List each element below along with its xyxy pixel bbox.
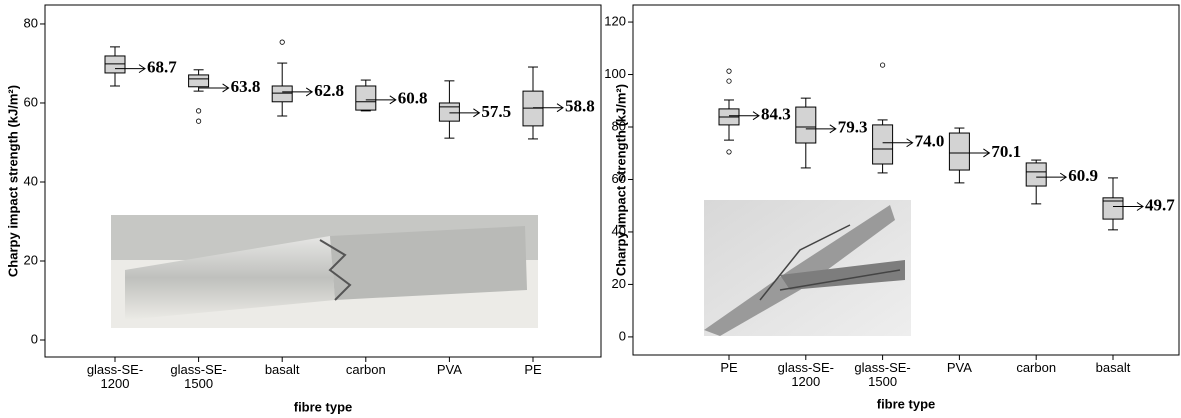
specimen-photo (704, 200, 911, 336)
mean-arrow (198, 83, 230, 93)
value-label: 63.8 (231, 77, 261, 96)
x-tick-label: PE (720, 360, 738, 375)
value-label: 62.8 (314, 81, 344, 100)
box (872, 124, 894, 165)
y-tick-label: 60 (24, 94, 38, 109)
box (188, 74, 210, 88)
value-label: 57.5 (481, 102, 511, 121)
y-tick-label: 100 (604, 66, 626, 81)
box (1102, 197, 1124, 220)
box (104, 55, 126, 74)
x-tick-label: basalt (1095, 360, 1131, 375)
x-tick-label: carbon (1016, 360, 1057, 375)
x-tick-label: carbon (345, 362, 386, 377)
x-tick-label: glass-SE- 1200 (86, 362, 144, 391)
y-tick-label: 80 (612, 118, 626, 133)
mean-arrow (533, 103, 564, 113)
mean-arrow (115, 64, 146, 74)
value-label: 68.7 (147, 58, 177, 77)
value-label: 58.8 (565, 97, 595, 116)
box (948, 132, 970, 171)
plot-frame (44, 4, 602, 358)
plot-frame (632, 4, 1180, 356)
outlier (726, 149, 732, 155)
mean-arrow (959, 148, 991, 158)
y-tick-label: 0 (619, 328, 626, 343)
y-axis-title: Charpy impact strength (kJ/m²) (613, 84, 628, 276)
mean-arrow (282, 87, 314, 97)
outlier (879, 62, 886, 68)
y-tick-label: 40 (24, 173, 38, 188)
y-tick-label: 20 (24, 252, 38, 267)
value-label: 70.1 (991, 142, 1021, 161)
x-tick-label: PE (524, 362, 542, 377)
x-tick-label: glass-SE- 1200 (777, 360, 834, 389)
mean-arrow (805, 124, 837, 134)
x-tick-label: PVA (946, 360, 972, 375)
box (795, 106, 817, 144)
y-tick-label: 40 (612, 223, 626, 238)
value-label: 84.3 (761, 105, 791, 124)
x-tick-label: glass-SE- 1500 (170, 362, 227, 391)
value-label: 60.8 (398, 89, 428, 108)
outlier (196, 118, 202, 124)
mean-arrow (449, 108, 481, 118)
outlier (726, 78, 732, 84)
box (271, 85, 293, 103)
y-tick-label: 80 (24, 15, 38, 30)
x-axis-title: fibre type (877, 396, 936, 411)
value-label: 79.3 (838, 118, 868, 137)
mean-arrow (365, 95, 397, 105)
mean-arrow (1036, 172, 1068, 182)
box (355, 85, 377, 111)
outlier (726, 68, 732, 74)
box (1025, 162, 1047, 187)
mean-arrow (882, 138, 914, 148)
y-axis-title: Charpy impact strength (kJ/m²) (5, 85, 20, 277)
x-tick-label: PVA (436, 362, 462, 377)
mean-arrow (729, 111, 760, 121)
value-label: 74.0 (915, 132, 945, 151)
x-axis-title: fibre type (294, 399, 353, 414)
mean-arrow (1113, 202, 1144, 211)
y-tick-label: 60 (612, 171, 626, 186)
y-tick-label: 120 (604, 13, 626, 28)
x-tick-label: basalt (264, 362, 300, 377)
y-tick-label: 0 (31, 331, 38, 346)
specimen-photo (111, 215, 538, 328)
x-tick-label: glass-SE- 1500 (854, 360, 911, 389)
y-tick-label: 20 (612, 276, 626, 291)
outlier (279, 39, 285, 45)
box (438, 102, 460, 122)
value-label: 60.9 (1068, 166, 1098, 185)
value-label: 49.7 (1145, 195, 1175, 214)
outlier (196, 108, 202, 114)
